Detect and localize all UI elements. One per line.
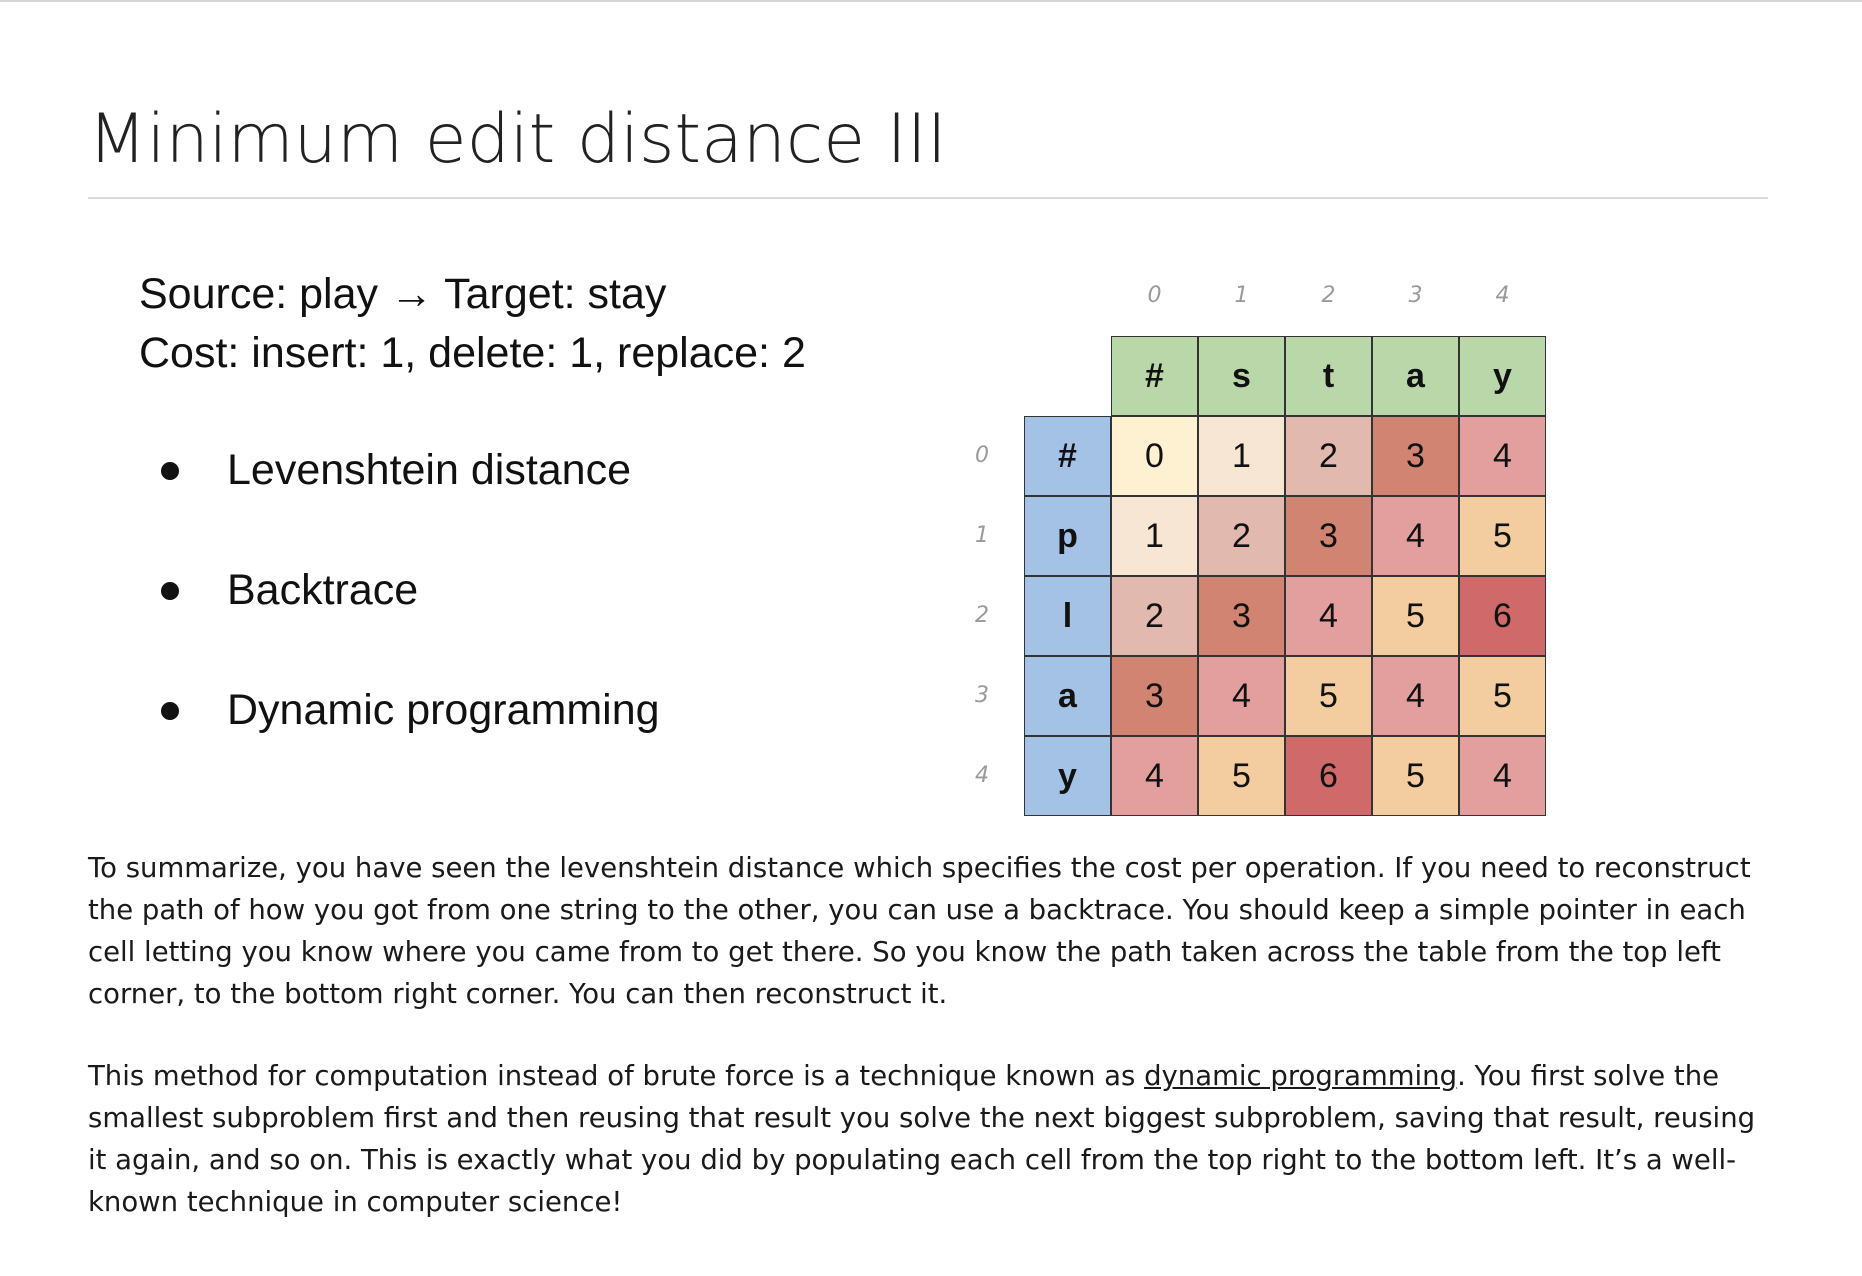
distance-cell: 3: [1111, 656, 1198, 736]
distance-cell: 5: [1198, 736, 1285, 816]
summary-text: To summarize, you have seen the levensht…: [88, 847, 1778, 1223]
distance-cell: 4: [1285, 576, 1372, 656]
distance-cell: 5: [1459, 656, 1546, 736]
column-header-cell: #: [1111, 336, 1198, 416]
distance-cell: 1: [1198, 416, 1285, 496]
row-index-label: 1: [975, 523, 989, 548]
slide-header-text: Source: play → Target: stay Cost: insert…: [139, 265, 806, 383]
column-header-cell: a: [1372, 336, 1459, 416]
row-header-cell: #: [1024, 416, 1111, 496]
bullet-dot-icon: [161, 702, 179, 720]
distance-cell: 5: [1285, 656, 1372, 736]
column-index-label: 3: [1408, 283, 1423, 308]
column-header-cell: t: [1285, 336, 1372, 416]
top-divider: [0, 0, 1862, 2]
row-header-cell: p: [1024, 496, 1111, 576]
distance-cell: 2: [1111, 576, 1198, 656]
column-header-cell: y: [1459, 336, 1546, 416]
distance-cell: 6: [1285, 736, 1372, 816]
row-index-label: 3: [975, 683, 989, 708]
row-index-label: 4: [975, 763, 989, 788]
distance-cell: 4: [1372, 496, 1459, 576]
summary-paragraph-1: To summarize, you have seen the levensht…: [88, 852, 1751, 1010]
page-title: Minimum edit distance III: [88, 100, 947, 179]
column-index-label: 1: [1234, 283, 1249, 308]
distance-cell: 4: [1372, 656, 1459, 736]
dynamic-programming-link[interactable]: dynamic programming: [1144, 1060, 1458, 1092]
bullet-label: Levenshtein distance: [227, 446, 632, 494]
bullet-label: Backtrace: [227, 566, 419, 614]
distance-cell: 3: [1285, 496, 1372, 576]
distance-cell: 0: [1111, 416, 1198, 496]
distance-cell: 4: [1459, 416, 1546, 496]
title-divider: [88, 197, 1768, 199]
source-target-line: Source: play → Target: stay: [139, 270, 667, 318]
distance-cell: 5: [1459, 496, 1546, 576]
distance-cell: 6: [1459, 576, 1546, 656]
distance-cell: 2: [1198, 496, 1285, 576]
row-header-cell: a: [1024, 656, 1111, 736]
summary-p2-text: This method for computation instead of b…: [88, 1060, 1145, 1092]
distance-cell: 3: [1372, 416, 1459, 496]
column-header-cell: s: [1198, 336, 1285, 416]
distance-cell: 5: [1372, 576, 1459, 656]
summary-p2-text: . You first solve the smallest subproble…: [88, 1060, 1756, 1218]
bullet-dot-icon: [161, 582, 179, 600]
cost-line: Cost: insert: 1, delete: 1, replace: 2: [139, 329, 806, 377]
bullet-dot-icon: [161, 462, 179, 480]
bullet-label: Dynamic programming: [227, 686, 660, 734]
column-index-label: 4: [1495, 283, 1510, 308]
distance-cell: 4: [1111, 736, 1198, 816]
column-index-label: 0: [1147, 283, 1162, 308]
row-index-label: 0: [975, 443, 989, 468]
row-index-label: 2: [975, 603, 989, 628]
row-header-cell: y: [1024, 736, 1111, 816]
distance-cell: 5: [1372, 736, 1459, 816]
row-header-cell: l: [1024, 576, 1111, 656]
summary-paragraph-2: This method for computation instead of b…: [88, 1055, 1778, 1223]
column-index-label: 2: [1321, 283, 1336, 308]
distance-cell: 1: [1111, 496, 1198, 576]
distance-cell: 4: [1198, 656, 1285, 736]
distance-cell: 4: [1459, 736, 1546, 816]
distance-cell: 2: [1285, 416, 1372, 496]
distance-cell: 3: [1198, 576, 1285, 656]
